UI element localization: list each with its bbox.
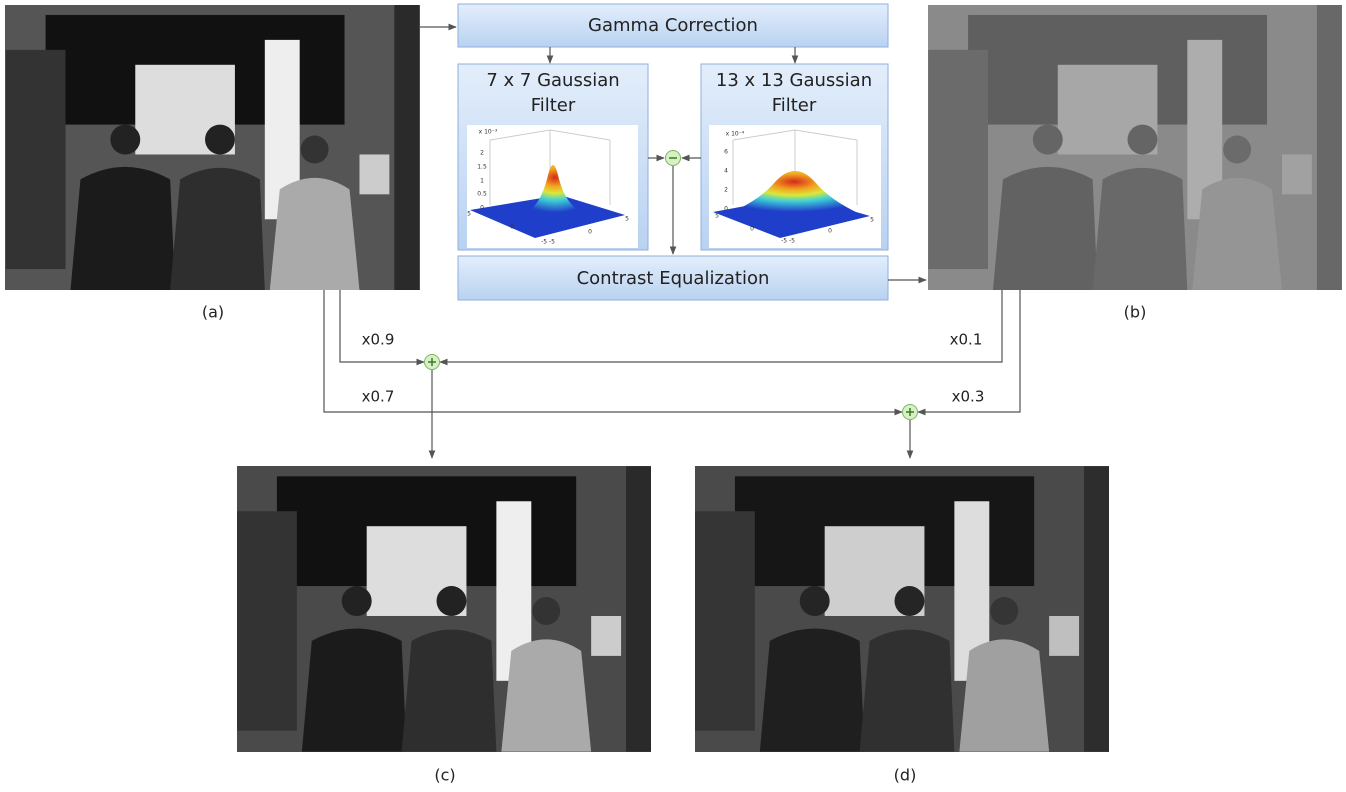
plot-scale: x 10⁻³ bbox=[479, 129, 498, 136]
base-tick: -5 -5 bbox=[541, 239, 555, 246]
filter-title: Filter bbox=[531, 95, 576, 116]
base-tick: 0 bbox=[828, 228, 832, 235]
contrast-title: Contrast Equalization bbox=[577, 268, 770, 289]
filter-title: 7 x 7 Gaussian bbox=[486, 70, 619, 91]
base-tick: -5 -5 bbox=[781, 238, 795, 245]
weight-label: x0.1 bbox=[950, 331, 983, 349]
gamma-title: Gamma Correction bbox=[588, 15, 758, 36]
base-tick: 5 bbox=[467, 211, 471, 218]
z-tick: 0 bbox=[724, 206, 728, 213]
z-tick: 6 bbox=[724, 149, 728, 156]
weight-label: x0.3 bbox=[952, 388, 985, 406]
base-tick: 5 bbox=[625, 216, 629, 223]
z-tick: 2 bbox=[480, 150, 484, 157]
base-tick: 0 bbox=[510, 224, 514, 231]
image-label: (a) bbox=[202, 303, 224, 322]
z-tick: 2 bbox=[724, 187, 728, 194]
z-tick: 1 bbox=[480, 178, 484, 185]
z-tick: 4 bbox=[724, 168, 728, 175]
image-label: (d) bbox=[894, 766, 917, 785]
connectors bbox=[324, 27, 1020, 458]
z-tick: 0.5 bbox=[477, 191, 487, 198]
base-tick: 5 bbox=[715, 213, 719, 220]
diagram: (a) (b) (c) (d) Gamma Correction 7 x 7 G… bbox=[0, 0, 1346, 792]
base-tick: 5 bbox=[870, 217, 874, 224]
base-tick: 0 bbox=[750, 226, 754, 233]
base-tick: 0 bbox=[588, 229, 592, 236]
filter-title: 13 x 13 Gaussian bbox=[716, 70, 872, 91]
image-label: (c) bbox=[434, 766, 455, 785]
filter-title: Filter bbox=[772, 95, 817, 116]
plot-scale: x 10⁻⁴ bbox=[726, 131, 745, 138]
weight-label: x0.9 bbox=[362, 331, 395, 349]
z-tick: 1.5 bbox=[477, 164, 487, 171]
z-tick: 0 bbox=[480, 205, 484, 212]
image-label: (b) bbox=[1124, 303, 1147, 322]
weight-label: x0.7 bbox=[362, 388, 395, 406]
